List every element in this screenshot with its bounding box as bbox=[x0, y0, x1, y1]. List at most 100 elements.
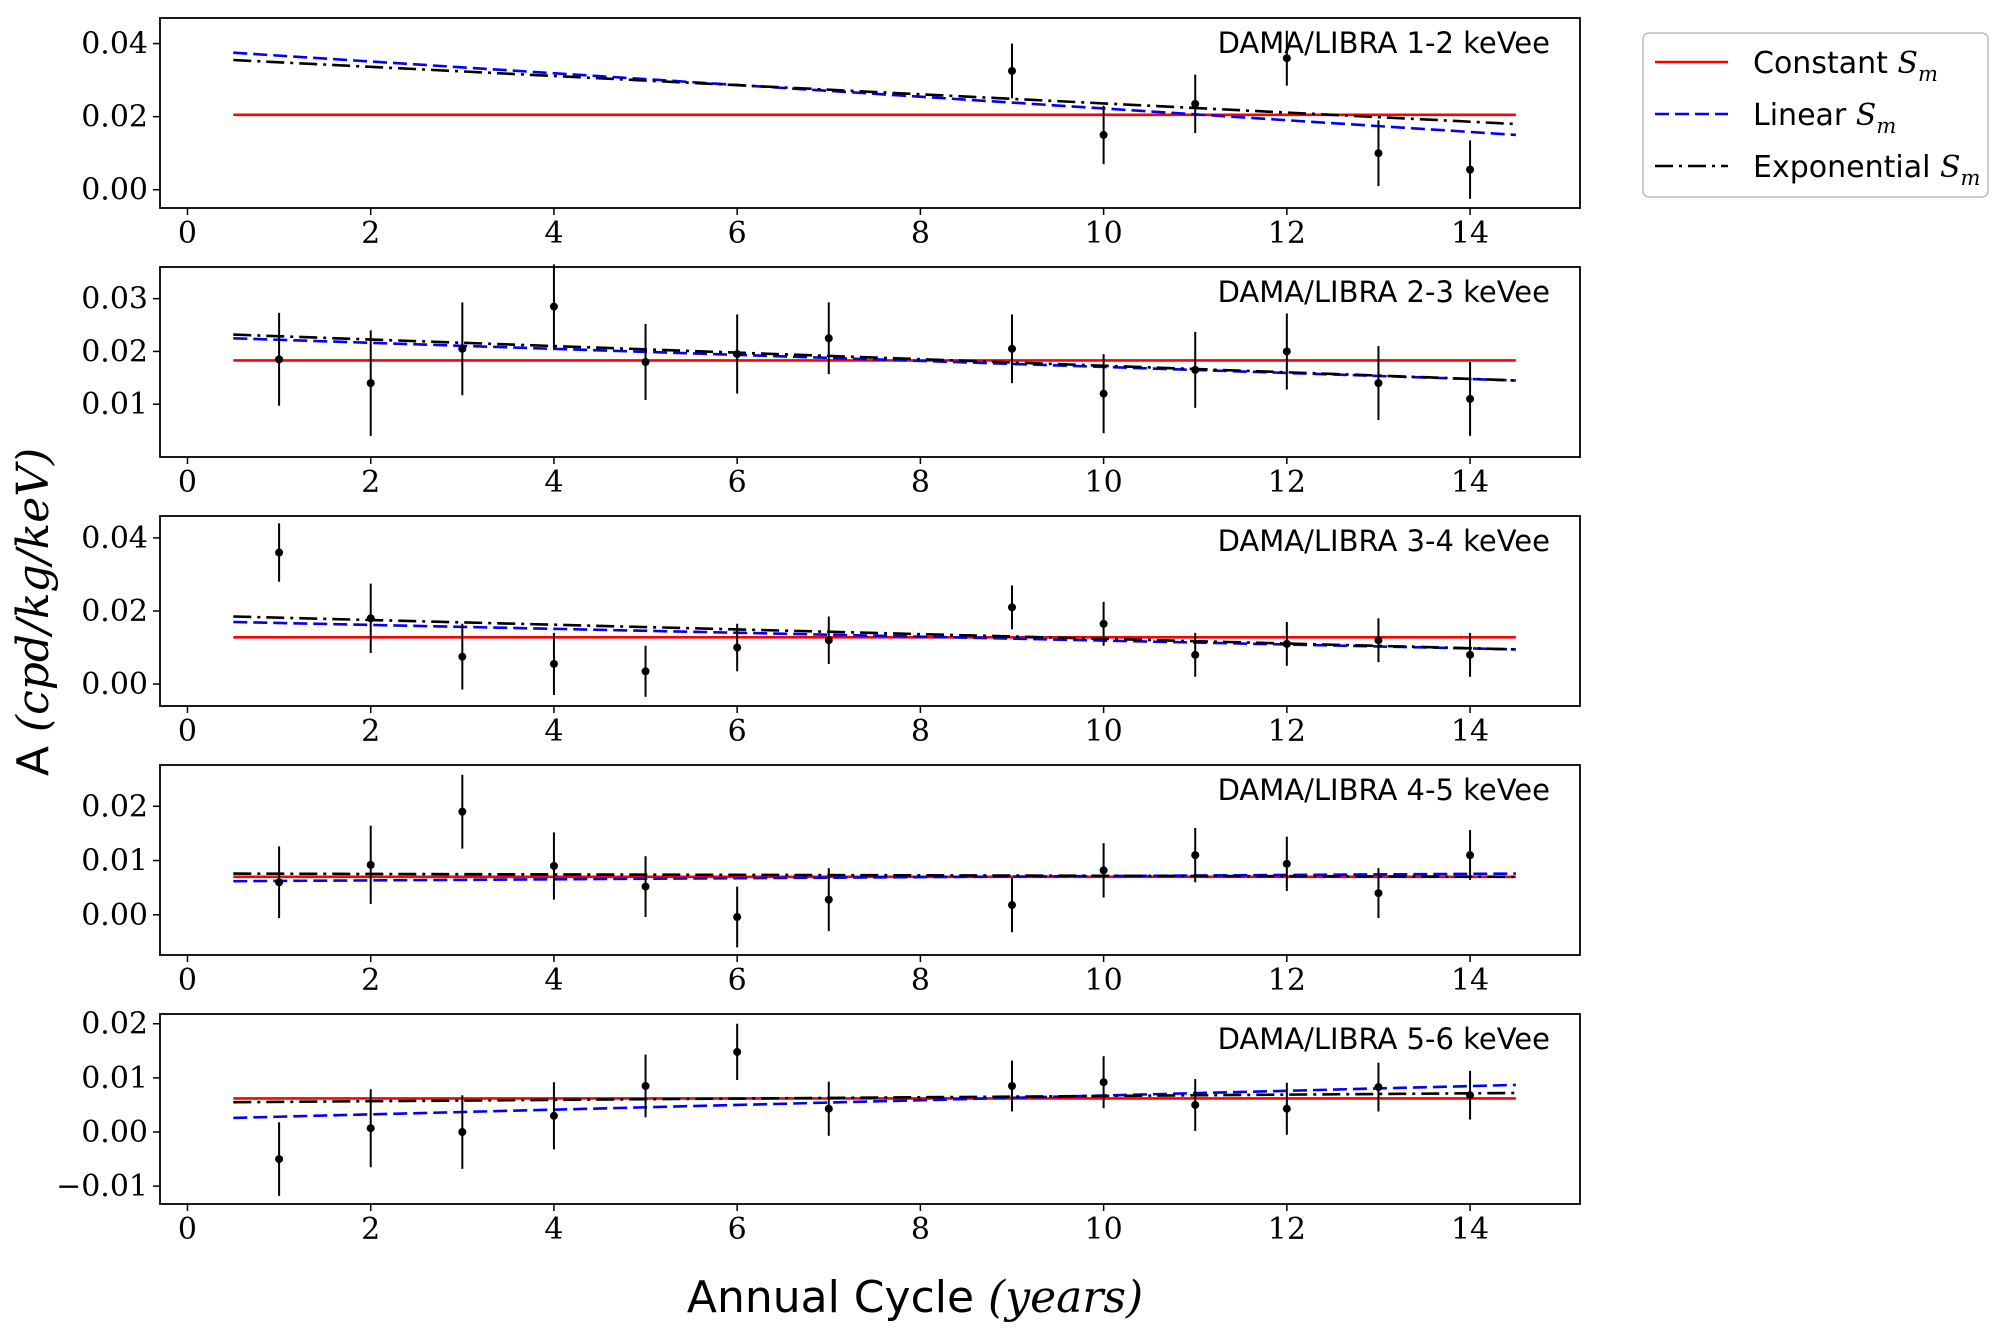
x-axis-label: Annual Cycle (years) bbox=[687, 1272, 1143, 1323]
data-point bbox=[1282, 54, 1291, 63]
x-tick-label: 4 bbox=[544, 465, 563, 500]
x-tick-label: 12 bbox=[1268, 216, 1306, 251]
data-point bbox=[1282, 347, 1291, 356]
x-tick-label: 8 bbox=[911, 714, 930, 749]
data-point bbox=[1099, 389, 1108, 398]
data-point bbox=[641, 358, 650, 366]
panel-title: DAMA/LIBRA 2-3 keVee bbox=[1218, 275, 1550, 309]
data-point bbox=[366, 860, 375, 869]
data-point bbox=[1099, 866, 1108, 875]
data-point bbox=[641, 667, 650, 676]
legend-box bbox=[1642, 32, 1989, 198]
data-point bbox=[275, 878, 284, 887]
data-point bbox=[1008, 344, 1016, 353]
axes-frame bbox=[159, 266, 1581, 458]
data-point bbox=[1374, 636, 1383, 645]
x-tick-label: 8 bbox=[911, 465, 930, 500]
data-point bbox=[275, 548, 284, 557]
legend-label: Constant Sm bbox=[1753, 46, 1938, 86]
data-point bbox=[824, 895, 833, 904]
data-point bbox=[824, 636, 833, 645]
data-point bbox=[1374, 1083, 1383, 1092]
data-point bbox=[1466, 650, 1475, 659]
data-point bbox=[366, 1124, 375, 1133]
x-tick-label: 12 bbox=[1268, 465, 1306, 500]
exponential-fit-line bbox=[233, 1091, 1516, 1104]
x-tick-label: 4 bbox=[544, 1212, 563, 1247]
x-tick-label: 14 bbox=[1451, 465, 1489, 500]
data-point bbox=[641, 1081, 650, 1090]
y-tick-label: 0.04 bbox=[81, 27, 148, 62]
legend-label: Exponential Sm bbox=[1753, 150, 1980, 190]
x-tick-label: 8 bbox=[911, 1212, 930, 1247]
y-tick-label: 0.01 bbox=[81, 1061, 148, 1096]
data-point bbox=[1466, 851, 1475, 860]
y-tick-label: 0.00 bbox=[81, 1115, 148, 1150]
data-point bbox=[366, 614, 375, 623]
x-tick-label: 0 bbox=[178, 216, 197, 251]
linear-fit-line bbox=[233, 872, 1516, 883]
data-point bbox=[1282, 1104, 1291, 1113]
panel-title: DAMA/LIBRA 1-2 keVee bbox=[1218, 26, 1550, 60]
x-tick-label: 2 bbox=[361, 216, 380, 251]
data-point bbox=[549, 861, 558, 870]
data-point bbox=[1466, 394, 1475, 403]
y-tick-label: 0.02 bbox=[81, 789, 148, 824]
panel-5: 0 2 4 6 8 10 12 14 −0.01 0.00 0.01 0.02 DAMA/LIBRA 5… bbox=[56, 1007, 1581, 1247]
exponential-fit-line bbox=[233, 615, 1516, 651]
legend-label: Linear Sm bbox=[1753, 98, 1896, 138]
x-tick-label: 0 bbox=[178, 963, 197, 998]
y-tick-label: 0.00 bbox=[81, 667, 148, 702]
data-point bbox=[1008, 66, 1016, 75]
x-tick-label: 6 bbox=[728, 714, 747, 749]
y-tick-label: 0.02 bbox=[81, 100, 148, 135]
y-tick-label: 0.03 bbox=[81, 282, 148, 317]
x-tick-label: 0 bbox=[178, 465, 197, 500]
y-tick-label: −0.01 bbox=[56, 1169, 148, 1204]
x-tick-label: 8 bbox=[911, 216, 930, 251]
data-point bbox=[549, 302, 558, 311]
data-point bbox=[1374, 889, 1383, 898]
y-tick-label: 0.00 bbox=[81, 173, 148, 208]
y-axis-label: A (cpd/kg/keV) bbox=[8, 448, 59, 776]
panel-4: 0 2 4 6 8 10 12 14 0.00 0.01 0.02 DAMA/LIBRA 4-5 ke… bbox=[81, 764, 1581, 998]
data-point bbox=[458, 807, 467, 816]
data-point bbox=[1099, 1078, 1108, 1087]
x-tick-label: 12 bbox=[1268, 1212, 1306, 1247]
axes-frame bbox=[159, 1013, 1581, 1205]
x-tick-label: 0 bbox=[178, 1212, 197, 1247]
panel-title: DAMA/LIBRA 5-6 keVee bbox=[1218, 1022, 1550, 1056]
x-tick-label: 4 bbox=[544, 963, 563, 998]
data-point bbox=[275, 1155, 284, 1164]
x-tick-label: 6 bbox=[728, 963, 747, 998]
x-tick-label: 12 bbox=[1268, 963, 1306, 998]
y-tick-label: 0.02 bbox=[81, 334, 148, 369]
data-point bbox=[458, 1128, 467, 1137]
linear-fit-line bbox=[233, 1083, 1516, 1120]
linear-fit-line bbox=[233, 51, 1516, 137]
x-tick-label: 6 bbox=[728, 216, 747, 251]
data-point bbox=[1191, 1100, 1200, 1109]
x-tick-label: 10 bbox=[1085, 465, 1123, 500]
data-point bbox=[1282, 859, 1291, 868]
y-tick-label: 0.01 bbox=[81, 387, 148, 422]
x-tick-label: 14 bbox=[1451, 1212, 1489, 1247]
exponential-fit-line bbox=[233, 333, 1516, 382]
panel-1: 0 2 4 6 8 10 12 14 0.00 0.02 0.04 DAMA/LIBRA 1-2 ke… bbox=[81, 17, 1581, 251]
x-tick-label: 0 bbox=[178, 714, 197, 749]
data-point bbox=[1191, 650, 1200, 659]
legend: Constant Sm Linear Sm Exponential Sm bbox=[1642, 32, 1989, 198]
data-point bbox=[824, 1104, 833, 1113]
data-point bbox=[1191, 851, 1200, 860]
x-tick-label: 4 bbox=[544, 216, 563, 251]
exponential-fit-line bbox=[233, 872, 1516, 879]
x-tick-label: 10 bbox=[1085, 216, 1123, 251]
x-tick-label: 8 bbox=[911, 963, 930, 998]
data-point bbox=[733, 643, 742, 652]
data-point bbox=[641, 882, 650, 891]
x-tick-label: 10 bbox=[1085, 1212, 1123, 1247]
data-point bbox=[1374, 149, 1383, 158]
x-tick-label: 2 bbox=[361, 714, 380, 749]
data-point bbox=[1099, 619, 1108, 628]
data-point bbox=[458, 344, 467, 353]
